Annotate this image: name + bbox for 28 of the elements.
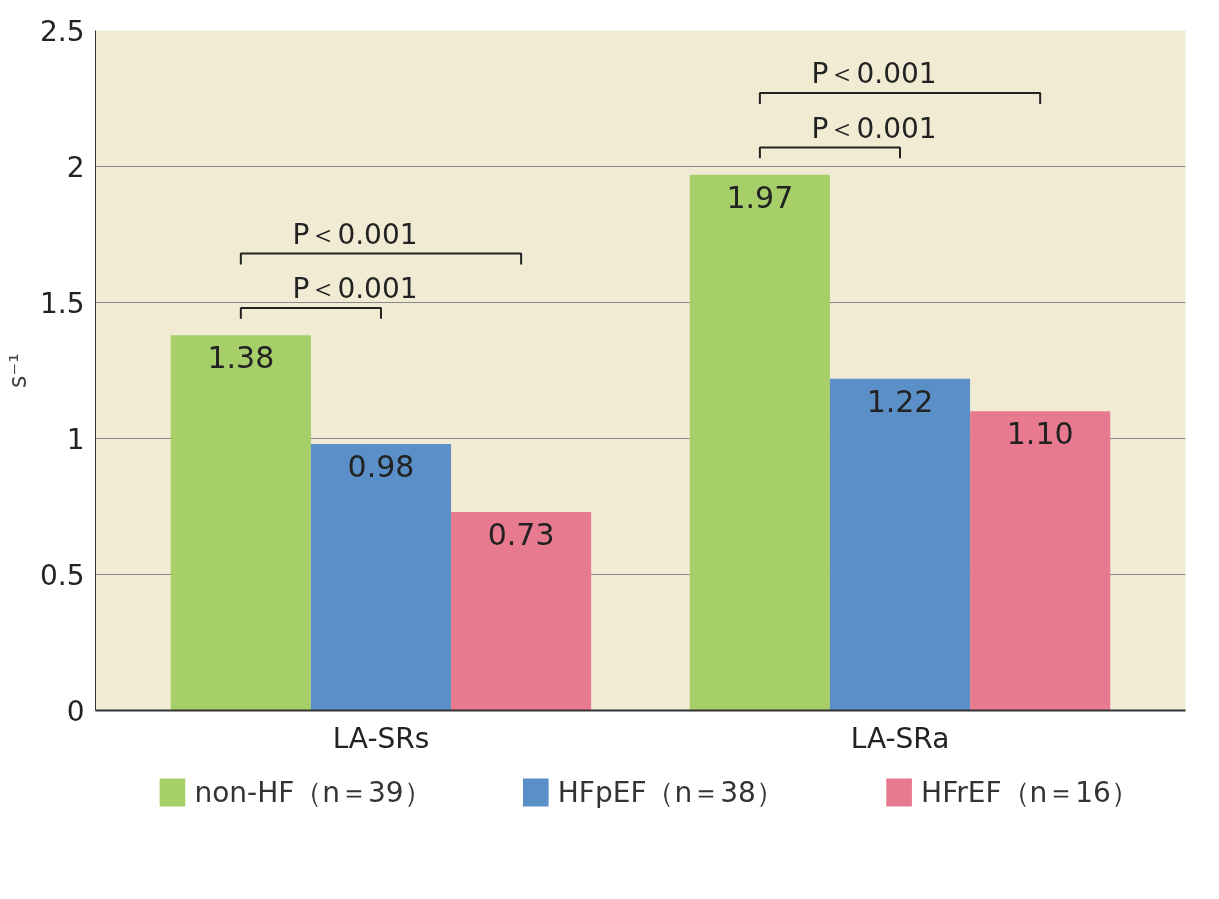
x-tick-label: LA-SRa	[850, 721, 950, 755]
bar	[170, 335, 311, 711]
text: 0.73	[487, 516, 555, 552]
text: 1.10	[1006, 416, 1074, 452]
bar	[970, 411, 1111, 711]
y-tick-label: 2	[66, 151, 85, 184]
y-axis-title: s⁻¹	[3, 353, 32, 388]
annotation: P＜0.001	[811, 57, 937, 91]
annotation: P＜0.001	[292, 272, 418, 306]
y-tick-label: 0	[66, 695, 85, 728]
text: 0.98	[347, 448, 415, 484]
y-tick-label: 1	[66, 423, 85, 456]
bar	[310, 443, 452, 711]
y-tick-label: 1.5	[39, 287, 85, 320]
bar	[689, 174, 830, 711]
legend-label: non-HF（n＝39）	[194, 776, 432, 809]
annotation: P＜0.001	[292, 217, 418, 251]
legend-label: HFrEF（n＝16）	[921, 776, 1139, 809]
legend-label: HFpEF（n＝38）	[557, 776, 784, 809]
text: 1.22	[866, 383, 934, 419]
text: 1.97	[726, 179, 794, 215]
x-tick-label: LA-SRs	[332, 721, 430, 755]
bar	[829, 378, 971, 711]
y-tick-label: 0.5	[39, 559, 85, 592]
annotation: P＜0.001	[811, 111, 937, 145]
y-tick-label: 2.5	[39, 15, 85, 48]
bar	[451, 511, 592, 711]
text: 1.38	[207, 340, 275, 376]
